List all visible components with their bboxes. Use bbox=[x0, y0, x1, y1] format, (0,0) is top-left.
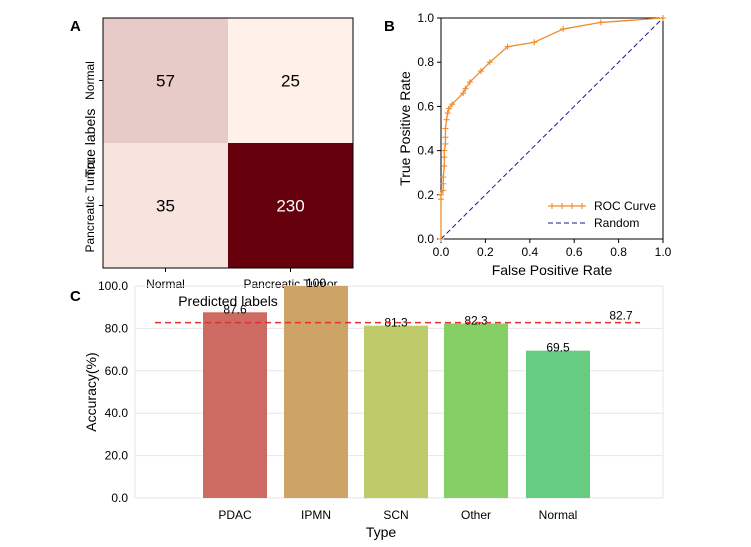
y-tick-label: 0.0 bbox=[111, 491, 128, 505]
panel-label-c: C bbox=[70, 288, 81, 305]
x-tick-label: PDAC bbox=[218, 508, 252, 522]
x-axis-title: False Positive Rate bbox=[492, 262, 613, 278]
y-tick-label: 20.0 bbox=[105, 449, 129, 463]
heatmap-cell-value: 230 bbox=[276, 197, 304, 216]
heatmap-cell bbox=[103, 18, 228, 143]
x-tick-label: 1.0 bbox=[655, 245, 672, 259]
heatmap-cell-value: 57 bbox=[156, 72, 175, 91]
x-tick-label: Normal bbox=[146, 277, 185, 291]
x-tick-label: 0.8 bbox=[610, 245, 627, 259]
mean-accuracy-label: 82.7 bbox=[609, 309, 633, 323]
roc-point bbox=[531, 39, 538, 46]
roc-point bbox=[440, 187, 447, 194]
bar-normal bbox=[526, 350, 590, 498]
y-tick-label: Normal bbox=[83, 61, 97, 100]
roc-point bbox=[504, 43, 511, 50]
bar-ipmn bbox=[284, 286, 348, 498]
bar-value-label: 69.5 bbox=[546, 341, 570, 355]
heatmap-cell bbox=[228, 18, 353, 143]
bar-other bbox=[444, 323, 508, 498]
roc-point bbox=[441, 154, 448, 161]
roc-point bbox=[442, 140, 449, 147]
roc-point bbox=[449, 101, 456, 108]
roc-point bbox=[441, 147, 448, 154]
accuracy-bar-chart: 0.0 20.0 40.0 60.0 80.0 100.0 87.6 PDAC 100 IPMN 8… bbox=[83, 276, 664, 540]
random-line bbox=[440, 17, 664, 240]
x-tick-label: 0.2 bbox=[477, 245, 494, 259]
y-tick-label: 0.6 bbox=[417, 99, 434, 113]
y-tick-label: Pancreatic Tumor bbox=[83, 158, 97, 252]
bar-value-label: 82.3 bbox=[464, 314, 488, 328]
x-axis-title: Predicted labels bbox=[178, 293, 278, 309]
bar-scn bbox=[364, 325, 428, 498]
y-tick-label: 40.0 bbox=[105, 406, 129, 420]
y-tick-label: 0.4 bbox=[417, 144, 434, 158]
roc-point bbox=[438, 191, 444, 198]
roc-point bbox=[560, 26, 567, 33]
y-tick-label: 100.0 bbox=[98, 279, 128, 293]
panel-label-b: B bbox=[384, 18, 395, 35]
legend-roc-marker bbox=[579, 203, 585, 209]
heatmap-frame bbox=[102, 17, 354, 269]
legend-roc-label: ROC Curve bbox=[594, 199, 656, 213]
y-tick-label: 0.0 bbox=[417, 232, 434, 246]
bar-pdac bbox=[203, 312, 267, 498]
roc-point bbox=[445, 105, 452, 112]
roc-point bbox=[660, 15, 666, 21]
roc-point bbox=[440, 180, 447, 187]
y-axis-title: Accuracy(%) bbox=[83, 352, 99, 431]
y-tick-label: 60.0 bbox=[105, 364, 129, 378]
y-tick-label: 0.8 bbox=[417, 55, 434, 69]
roc-point bbox=[462, 85, 469, 92]
x-tick-label: Normal bbox=[539, 508, 578, 522]
heatmap-cell-value: 35 bbox=[156, 197, 175, 216]
roc-point bbox=[597, 19, 604, 26]
x-tick-label: IPMN bbox=[301, 508, 331, 522]
legend-roc-marker bbox=[549, 203, 555, 209]
roc-point bbox=[442, 125, 449, 132]
roc-point bbox=[460, 90, 467, 97]
bar-value-label: 100 bbox=[306, 276, 326, 290]
y-tick-label: 1.0 bbox=[417, 11, 434, 25]
heatmap-cell bbox=[103, 143, 228, 268]
roc-point bbox=[477, 68, 484, 75]
legend-roc-marker bbox=[559, 203, 565, 209]
roc-chart: 0.0 0.2 0.4 0.6 0.8 1.0 0.0 0.2 0.4 0.6 0.8 1.0 Fals… bbox=[397, 11, 672, 278]
plot-frame bbox=[440, 17, 664, 240]
heatmap-cell bbox=[228, 143, 353, 268]
x-axis-title: Type bbox=[366, 524, 397, 540]
legend-roc-marker bbox=[569, 203, 575, 209]
heatmap-cell-value: 25 bbox=[281, 72, 300, 91]
legend-random-label: Random bbox=[594, 216, 639, 230]
bar-value-label: 87.6 bbox=[223, 302, 247, 316]
panel-label-a: A bbox=[70, 18, 81, 35]
y-axis-title: True Positive Rate bbox=[397, 71, 413, 186]
roc-point bbox=[443, 116, 450, 123]
roc-point bbox=[444, 110, 451, 117]
roc-point bbox=[486, 59, 493, 66]
y-tick-label: 0.2 bbox=[417, 188, 434, 202]
roc-point bbox=[441, 163, 448, 170]
x-tick-label: 0.0 bbox=[433, 245, 450, 259]
x-tick-label: Other bbox=[461, 508, 491, 522]
roc-point bbox=[438, 236, 444, 242]
roc-point bbox=[466, 79, 473, 86]
x-tick-label: 0.6 bbox=[566, 245, 583, 259]
roc-point bbox=[442, 134, 449, 141]
y-axis-title: True labels bbox=[82, 109, 98, 178]
roc-point bbox=[440, 174, 447, 181]
y-tick-label: 80.0 bbox=[105, 321, 129, 335]
x-tick-label: SCN bbox=[383, 508, 408, 522]
x-tick-label: 0.4 bbox=[521, 245, 538, 259]
